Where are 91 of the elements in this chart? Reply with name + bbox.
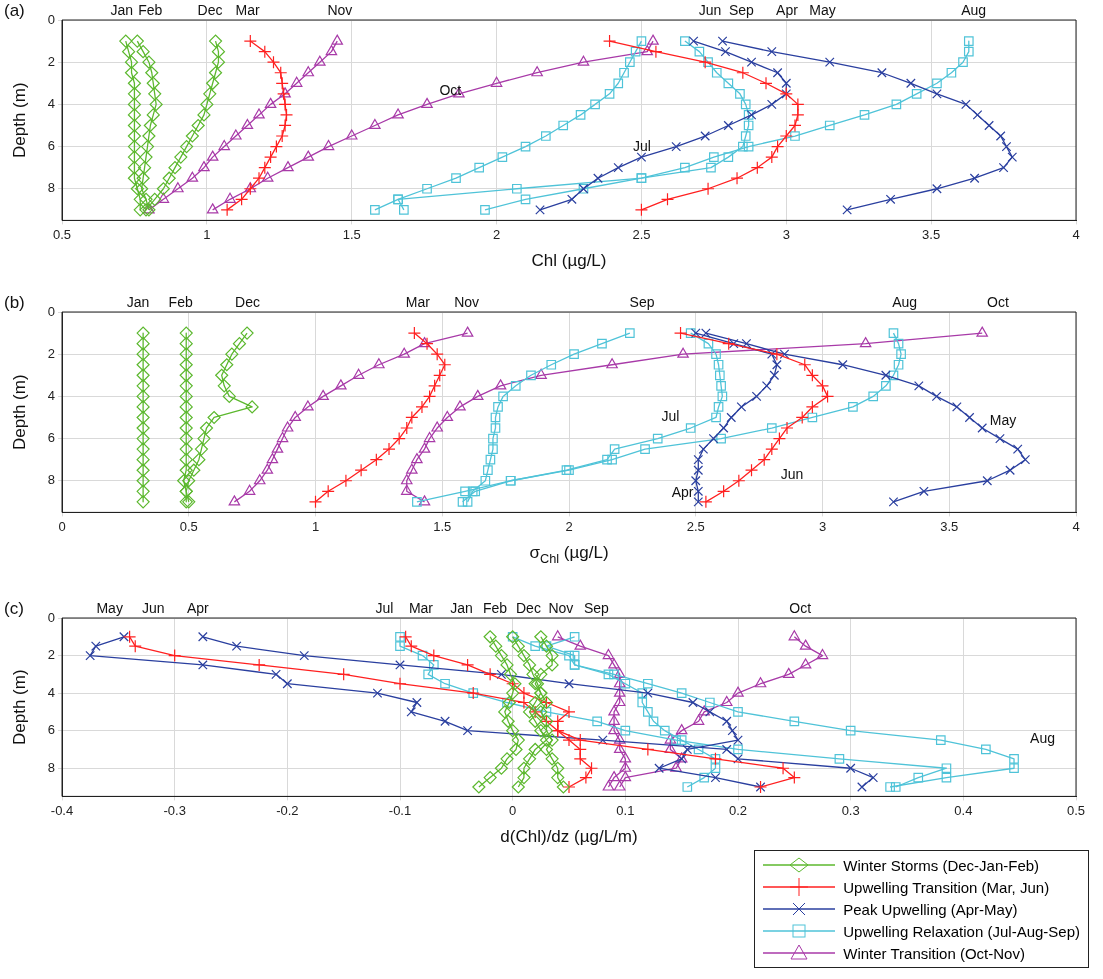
x-tick-label: 3: [782, 226, 790, 242]
text: Jan: [126, 294, 150, 310]
text: Nov: [327, 2, 353, 18]
y-tick-label: 4: [47, 387, 55, 403]
x-tick-label: -0.2: [276, 802, 299, 818]
x-tick-label: 0.5: [179, 518, 198, 534]
x-tick-label: 4: [1072, 226, 1080, 242]
text: Mar: [235, 2, 260, 18]
annotation: Oct: [439, 82, 462, 99]
y-tick-label: 6: [47, 722, 55, 738]
legend-label: Peak Upwelling (Apr-May): [843, 900, 1018, 918]
legend-label: Winter Transition (Oct-Nov): [843, 944, 1025, 962]
text: Oct: [987, 294, 1009, 310]
text: Mar: [408, 600, 434, 616]
x-tick-label: 0.3: [841, 802, 860, 818]
y-tick-label: 2: [47, 345, 55, 361]
x-tick-label: 3.5: [922, 226, 941, 242]
x-tick-label: 1.5: [342, 226, 361, 242]
legend-label: Upwelling Transition (Mar, Jun): [843, 878, 1050, 896]
x-tick-label: 0.1: [616, 802, 635, 818]
text: May: [96, 600, 123, 616]
x-tick-label: -0.4: [50, 802, 74, 818]
text: Jul: [375, 600, 394, 616]
x-tick-label: 1: [311, 518, 320, 534]
y-tick-label: 0: [47, 609, 55, 625]
text: Aug: [892, 294, 918, 310]
text: Dec: [235, 294, 261, 310]
x-tick-label: 2.5: [632, 226, 651, 242]
x-axis-title: Chl (µg/L): [531, 251, 607, 270]
x-tick-label: 1.5: [433, 518, 452, 534]
x-tick-label: 3: [818, 518, 827, 534]
x-tick-label: 0.2: [728, 802, 748, 818]
text: Apr: [186, 600, 210, 616]
x-tick-label: 0.4: [954, 802, 973, 818]
text: Mar: [405, 294, 431, 310]
x-tick-label: 0: [58, 518, 66, 534]
x-tick-label: -0.3: [163, 802, 186, 818]
x-tick-label: 0.5: [52, 226, 72, 242]
annotation: Jul: [633, 138, 651, 155]
y-axis-title: Depth (m): [9, 669, 29, 745]
x-tick-label: 2: [565, 518, 573, 534]
text: May: [809, 2, 836, 18]
y-tick-label: 2: [47, 647, 55, 663]
chart-title: (b): [4, 293, 25, 312]
text: Nov: [548, 600, 574, 616]
text: Feb: [168, 294, 193, 310]
x-tick-label: 0: [509, 802, 517, 818]
text: Jan: [450, 600, 473, 616]
chart-title: (c): [4, 599, 24, 618]
x-tick-label: 4: [1072, 518, 1080, 534]
text: Oct: [789, 600, 812, 616]
text: Sep: [629, 294, 655, 310]
y-tick-label: 2: [47, 53, 55, 69]
text: Dec: [515, 600, 541, 616]
annotation: May: [989, 412, 1017, 429]
text: Feb: [482, 600, 508, 616]
y-tick-label: 8: [47, 472, 55, 488]
text: Aug: [961, 2, 987, 18]
annotation: Jul: [661, 408, 680, 425]
legend-label: Upwelling Relaxation (Jul-Aug-Sep): [843, 922, 1080, 940]
x-tick-label: 0.5: [1066, 802, 1086, 818]
text: Jan: [110, 2, 134, 18]
text: Sep: [583, 600, 610, 616]
y-tick-label: 8: [47, 180, 55, 196]
x-tick-label: 3.5: [940, 518, 959, 534]
text: Feb: [138, 2, 163, 18]
y-tick-label: 4: [47, 684, 55, 700]
annotation: Aug: [1030, 729, 1055, 746]
text: Jun: [141, 600, 165, 616]
y-tick-label: 8: [47, 759, 55, 775]
x-tick-label: 2: [492, 226, 501, 242]
text: Dec: [197, 2, 223, 18]
y-tick-label: 6: [47, 138, 55, 154]
x-axis-title: d(Chl)/dz (µg/L/m): [500, 827, 638, 846]
y-axis-title: Depth (m): [9, 82, 29, 158]
legend-label: Winter Storms (Dec-Jan-Feb): [843, 856, 1040, 874]
text: Apr: [776, 2, 799, 18]
chart-title: (a): [4, 1, 25, 20]
y-axis-title: Depth (m): [9, 374, 29, 450]
annotation: Jun: [780, 466, 804, 483]
y-tick-label: 6: [47, 430, 55, 446]
x-tick-label: -0.1: [388, 802, 412, 818]
x-tick-label: 2.5: [686, 518, 705, 534]
y-tick-label: 0: [47, 11, 55, 27]
x-tick-label: 1: [203, 226, 211, 242]
text: Sep: [728, 2, 755, 18]
annotation: Apr: [671, 484, 694, 501]
text: Nov: [454, 294, 480, 310]
y-tick-label: 4: [47, 95, 55, 111]
text: Jun: [698, 2, 722, 18]
y-tick-label: 0: [47, 303, 55, 319]
